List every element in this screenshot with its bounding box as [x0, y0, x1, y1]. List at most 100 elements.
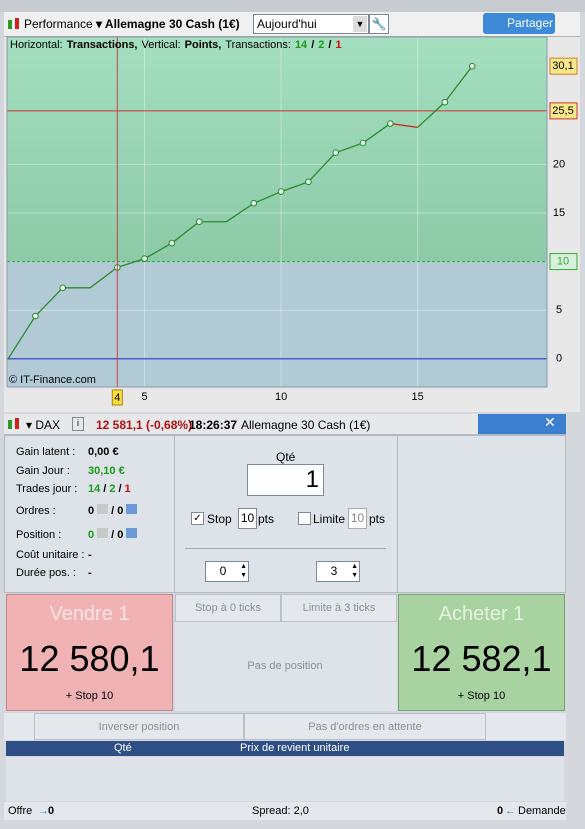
window-title[interactable]: Performance [24, 17, 93, 31]
stop-unit: pts [258, 512, 275, 526]
sell-stop: + Stop 10 [65, 690, 114, 702]
table-header: Qté Prix de revient unitaire [6, 741, 564, 756]
point [59, 284, 66, 292]
stat-value: 1 [124, 483, 131, 495]
arrow: ← [505, 805, 516, 817]
credit: © IT-Finance.com [9, 374, 96, 386]
window-buttons[interactable] [478, 414, 566, 434]
action-bar: Inverser position Pas d'ordres en attent… [4, 713, 566, 740]
stop-ticks: 0 [219, 564, 227, 578]
settings-button[interactable]: 🔧 [369, 14, 389, 34]
line-segment [117, 258, 145, 269]
reference-label: 10 [557, 255, 569, 267]
position-status: Pas de position [247, 660, 323, 672]
symbol[interactable]: ▾ DAX [26, 418, 60, 432]
stat-label: Trades jour : [16, 483, 78, 495]
stat-label: Ordres : [16, 505, 56, 517]
column-header: Qté [114, 742, 132, 754]
header-run: 1 [335, 39, 341, 51]
header-run: 2 [318, 39, 324, 51]
y-tick-label: 0 [556, 353, 562, 365]
chart-header: Horizontal: Transactions, Vertical: Points,… [10, 39, 342, 51]
point [386, 120, 394, 127]
point [195, 218, 203, 226]
line-segment [253, 190, 282, 204]
dropdown-arrow: ▼ [353, 16, 367, 32]
reverse-button[interactable]: Inverser position [34, 713, 244, 740]
line-segment [280, 181, 309, 193]
header-run: / [311, 39, 314, 51]
stop-ticks-spinner[interactable]: 0 ▲ ▼ [205, 561, 249, 582]
plot-border [6, 36, 548, 388]
ask: 0 [497, 805, 504, 817]
qty-label: Qté [276, 450, 296, 464]
line-segment [335, 142, 364, 154]
limit-input[interactable]: 10 [348, 508, 367, 529]
column-header: Prix de revient unitaire [240, 742, 350, 754]
stat-value: / 0 [111, 505, 124, 517]
close-button[interactable]: ✕ [544, 414, 556, 430]
header-run: 14 [295, 39, 308, 51]
stat-value: - [88, 549, 92, 561]
share-button[interactable]: Partager [483, 13, 555, 34]
buy-stop: + Stop 10 [457, 690, 506, 702]
chart-icon [8, 418, 19, 429]
y-tick-label: 5 [556, 304, 562, 316]
chart: 5 10 15 0 5 15 20 25,5 10 30,1 4 Horizontal: Transac… [4, 36, 580, 412]
stat-label: Gain latent : [16, 446, 76, 458]
limit-ticks-spinner[interactable]: 3 ▲ ▼ [316, 561, 360, 582]
dropdown-arrow: ▾ [26, 418, 36, 432]
share-label: Partager [506, 16, 553, 30]
stat-value: 14 [88, 483, 101, 495]
stat-row: Trades jour :14/2/1 [16, 483, 134, 495]
point [168, 239, 176, 247]
stat-icon [97, 528, 109, 538]
period-selector[interactable]: Aujourd'hui ▼ [253, 14, 369, 34]
limit-ticks: 3 [330, 564, 338, 578]
stop-input[interactable]: 10 [238, 508, 257, 529]
header-run: / [328, 39, 331, 51]
limit-unit: pts [369, 512, 386, 526]
line-segment [307, 152, 337, 183]
line-segment [171, 221, 200, 244]
point [141, 255, 148, 262]
instrument-selector[interactable]: ▾ Allemagne 30 Cash (1€) [96, 17, 240, 31]
buy-button[interactable]: Acheter 1 12 582,1 + Stop 10 [398, 594, 565, 711]
stat-icon [126, 528, 138, 538]
point [359, 139, 367, 147]
stat-label: Coût unitaire : [16, 549, 85, 561]
stat-row: Durée pos. :- [16, 567, 95, 579]
bid: 0 [48, 805, 55, 817]
separator [185, 548, 386, 549]
background-window [0, 0, 585, 12]
stat-value: / [118, 483, 122, 495]
limit-checkbox[interactable] [298, 512, 311, 525]
y-tick-label: 15 [553, 207, 565, 219]
sell-price: 12 580,1 [19, 638, 160, 679]
qty-input[interactable]: 1 [247, 464, 324, 496]
stat-value: 0 [88, 529, 95, 541]
x-tick-label: 10 [275, 391, 287, 403]
stat-row: Coût unitaire :- [16, 549, 95, 561]
limit-ticks-button[interactable]: Limite à 3 ticks [281, 594, 397, 622]
spread: Spread: 2,0 [252, 805, 309, 817]
stat-value: / 0 [111, 529, 124, 541]
stop-checkbox[interactable]: ✓ [191, 512, 204, 525]
position-area: Stop à 0 ticks Limite à 3 ticks Pas de p… [175, 594, 397, 711]
reference-label-box [549, 102, 578, 120]
pending-button[interactable]: Pas d'ordres en attente [244, 713, 486, 740]
dropdown-arrow: ▾ [96, 17, 105, 31]
point [332, 149, 339, 156]
time: 18:26:37 [189, 418, 238, 432]
symbol-name: DAX [35, 418, 61, 432]
stat-row: Ordres : 0 / 0 [16, 504, 140, 517]
header-run: Horizontal: [10, 39, 63, 51]
divider [397, 436, 398, 592]
info-icon[interactable]: i [72, 417, 84, 431]
stop-ticks-button[interactable]: Stop à 0 ticks [175, 594, 281, 622]
sell-button[interactable]: Vendre 1 12 580,1 + Stop 10 [6, 594, 173, 711]
sell-label: Vendre 1 [49, 603, 130, 625]
plot-zone [7, 37, 547, 262]
arrow: → [38, 805, 49, 817]
